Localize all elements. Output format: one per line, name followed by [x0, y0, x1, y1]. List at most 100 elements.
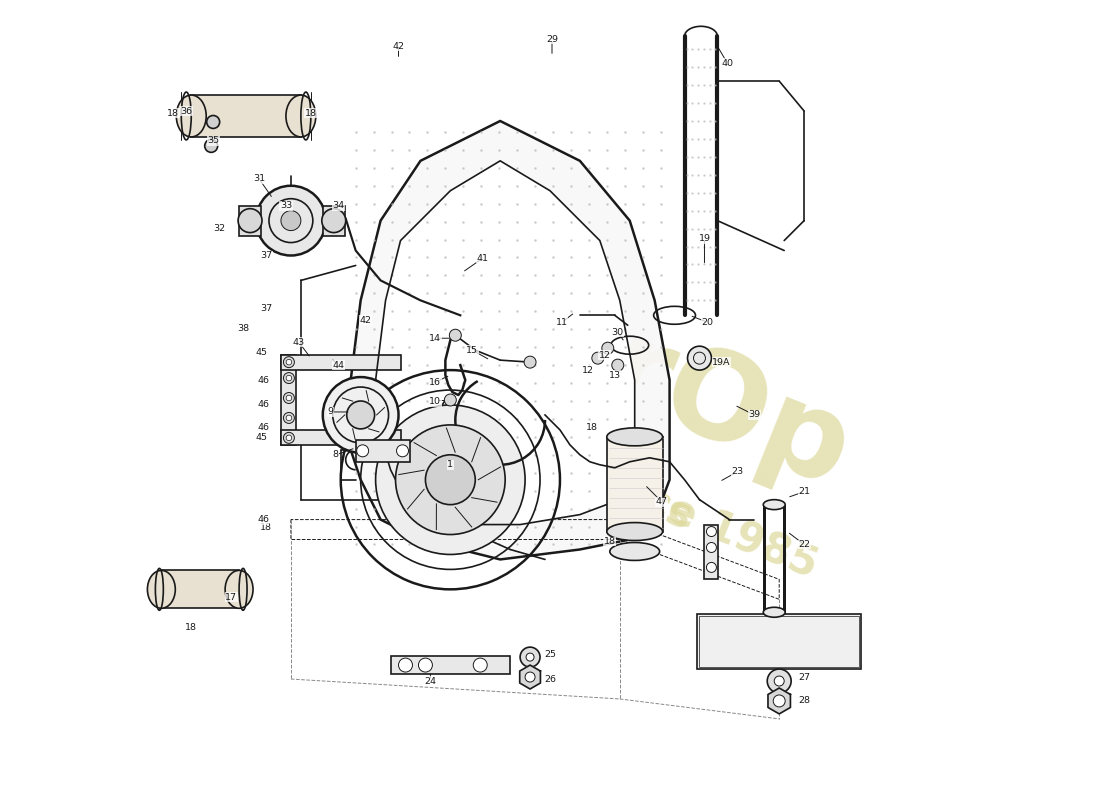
- Circle shape: [774, 676, 784, 686]
- FancyBboxPatch shape: [191, 95, 301, 137]
- Text: 17: 17: [226, 593, 238, 602]
- Text: 12: 12: [598, 350, 611, 360]
- Circle shape: [767, 669, 791, 693]
- Circle shape: [396, 425, 505, 534]
- Text: 25: 25: [544, 650, 556, 658]
- Text: 47: 47: [656, 497, 668, 506]
- Ellipse shape: [763, 607, 785, 618]
- FancyBboxPatch shape: [390, 656, 510, 674]
- Text: 45: 45: [255, 348, 267, 357]
- Circle shape: [473, 658, 487, 672]
- Circle shape: [284, 357, 295, 368]
- Circle shape: [280, 210, 301, 230]
- Text: 18: 18: [260, 523, 272, 532]
- Circle shape: [688, 346, 712, 370]
- Ellipse shape: [609, 542, 660, 561]
- Circle shape: [205, 139, 218, 152]
- Circle shape: [444, 394, 456, 406]
- Text: 8: 8: [332, 450, 339, 459]
- Circle shape: [526, 653, 535, 661]
- Circle shape: [286, 375, 292, 381]
- Circle shape: [525, 672, 535, 682]
- Text: 12: 12: [582, 366, 594, 374]
- Text: 33: 33: [279, 201, 292, 210]
- Circle shape: [450, 330, 461, 342]
- Text: eurOp: eurOp: [432, 247, 867, 514]
- Text: 18: 18: [604, 537, 616, 546]
- Text: 46: 46: [257, 401, 270, 410]
- Text: 46: 46: [257, 423, 270, 433]
- Text: 38: 38: [236, 324, 249, 333]
- Text: a porsche parts: a porsche parts: [342, 362, 697, 538]
- Circle shape: [602, 342, 614, 354]
- Circle shape: [773, 695, 785, 707]
- Circle shape: [520, 647, 540, 667]
- Text: 37: 37: [260, 304, 272, 313]
- FancyBboxPatch shape: [355, 440, 410, 462]
- FancyBboxPatch shape: [607, 437, 662, 531]
- Text: 42: 42: [393, 42, 405, 50]
- Text: 13: 13: [608, 370, 620, 379]
- Circle shape: [286, 395, 292, 401]
- Circle shape: [284, 413, 295, 423]
- Circle shape: [356, 445, 369, 457]
- Polygon shape: [519, 665, 540, 689]
- Circle shape: [256, 186, 326, 255]
- Circle shape: [284, 393, 295, 403]
- Polygon shape: [351, 121, 670, 559]
- Ellipse shape: [176, 95, 206, 137]
- Text: 42: 42: [360, 316, 372, 325]
- Text: since 1985: since 1985: [575, 453, 824, 586]
- Circle shape: [238, 209, 262, 233]
- Circle shape: [286, 415, 292, 421]
- FancyBboxPatch shape: [239, 206, 261, 235]
- Circle shape: [284, 432, 295, 443]
- Text: 23: 23: [732, 467, 744, 476]
- Text: 28: 28: [799, 697, 810, 706]
- Text: 37: 37: [260, 251, 272, 260]
- Text: 27: 27: [799, 673, 810, 682]
- FancyBboxPatch shape: [280, 355, 296, 445]
- Circle shape: [346, 401, 375, 429]
- Circle shape: [286, 359, 292, 365]
- Text: 18: 18: [305, 109, 317, 118]
- Circle shape: [284, 373, 295, 383]
- Circle shape: [706, 542, 716, 553]
- Polygon shape: [768, 688, 791, 714]
- Text: 1: 1: [448, 460, 453, 470]
- Text: 35: 35: [207, 137, 219, 146]
- Ellipse shape: [226, 570, 253, 608]
- Text: 11: 11: [556, 318, 568, 326]
- Text: 20: 20: [702, 318, 714, 326]
- Text: 10: 10: [429, 398, 441, 406]
- Circle shape: [286, 435, 292, 441]
- Ellipse shape: [286, 95, 316, 137]
- Text: 15: 15: [466, 346, 478, 354]
- Circle shape: [396, 445, 408, 457]
- Text: 40: 40: [722, 58, 734, 68]
- Text: 19A: 19A: [712, 358, 730, 366]
- Circle shape: [524, 356, 536, 368]
- Ellipse shape: [147, 570, 175, 608]
- Text: 31: 31: [253, 174, 265, 183]
- Circle shape: [426, 455, 475, 505]
- Text: 29: 29: [546, 34, 558, 44]
- Text: 36: 36: [180, 106, 192, 115]
- Text: 30: 30: [612, 328, 624, 337]
- Text: 22: 22: [799, 540, 810, 549]
- Text: 46: 46: [257, 515, 270, 524]
- Text: 46: 46: [257, 375, 270, 385]
- Circle shape: [706, 526, 716, 537]
- Text: 18: 18: [185, 622, 197, 632]
- Text: 44: 44: [332, 361, 344, 370]
- FancyBboxPatch shape: [162, 570, 239, 608]
- Ellipse shape: [607, 428, 662, 446]
- Text: 21: 21: [799, 487, 810, 496]
- Circle shape: [418, 658, 432, 672]
- Text: 24: 24: [425, 677, 437, 686]
- Text: 43: 43: [293, 338, 305, 346]
- FancyBboxPatch shape: [697, 614, 861, 669]
- Text: 32: 32: [213, 224, 226, 233]
- Ellipse shape: [763, 500, 785, 510]
- Text: 41: 41: [476, 254, 488, 263]
